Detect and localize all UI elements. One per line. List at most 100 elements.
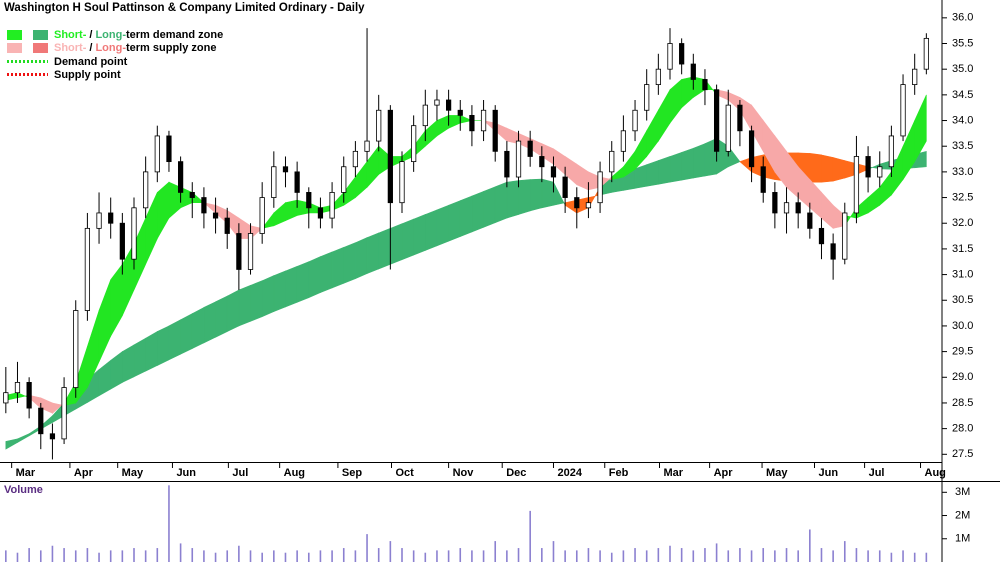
volume-bar: [564, 550, 566, 562]
volume-bar: [669, 545, 671, 562]
candle-body: [830, 243, 836, 260]
zone-segment: [122, 344, 135, 383]
legend-text: Short-: [54, 29, 87, 41]
candle-body: [900, 84, 906, 137]
candle-body: [154, 135, 160, 173]
candle-body: [690, 63, 696, 80]
candle-body: [574, 197, 580, 209]
zone-segment: [483, 186, 496, 228]
candle-body: [760, 166, 766, 193]
candle-body: [166, 135, 172, 163]
zone-segment: [390, 223, 403, 265]
candle-body: [352, 150, 359, 168]
zone-segment: [576, 163, 589, 191]
volume-bar: [354, 550, 357, 562]
y-tick-label: 33.0: [952, 166, 973, 178]
volume-bar: [109, 550, 112, 562]
zone-segment: [646, 109, 659, 158]
candle-body: [807, 212, 813, 229]
legend-text: /: [89, 29, 92, 41]
volume-bar: [843, 541, 846, 562]
volume-bar: [168, 485, 170, 562]
candle-body: [317, 207, 324, 219]
x-tick-label: Dec: [506, 467, 526, 479]
candle-body: [61, 387, 67, 440]
candle-body: [795, 202, 801, 214]
zone-segment: [436, 204, 449, 247]
zone-segment: [413, 214, 426, 256]
zone-segment: [320, 251, 333, 293]
y-tick-label: 34.5: [952, 89, 973, 101]
volume-bar: [902, 550, 904, 562]
volume-bar: [366, 534, 368, 562]
candle-body: [783, 202, 790, 214]
candle-body: [679, 43, 685, 65]
candle-body: [748, 130, 755, 168]
zone-segment: [518, 179, 531, 215]
x-tick-label: Mar: [664, 467, 684, 479]
candle-body: [259, 197, 265, 234]
volume-bar: [144, 550, 147, 562]
volume-tick-label: 3M: [955, 486, 970, 498]
volume-bar: [645, 550, 648, 562]
volume-bar: [506, 550, 508, 562]
volume-bar: [715, 543, 718, 562]
candle-body: [364, 140, 370, 152]
zone-segment: [285, 199, 298, 222]
candle-body: [492, 109, 498, 152]
zone-segment: [343, 242, 356, 284]
y-tick-label: 27.5: [952, 448, 973, 460]
zone-segment: [157, 181, 170, 240]
volume-bar: [727, 550, 730, 562]
zone-segment: [459, 195, 473, 238]
volume-bar: [261, 552, 263, 562]
candle-body: [865, 156, 871, 178]
legend-text: /: [89, 42, 92, 54]
zone-segment: [425, 209, 438, 251]
candle-body: [212, 212, 219, 219]
x-tick-label: Aug: [284, 467, 305, 479]
y-tick-label: 31.0: [952, 268, 973, 280]
zone-segment: [681, 76, 694, 109]
candle-body: [632, 109, 638, 132]
volume-bar: [680, 548, 683, 562]
zone-segment: [98, 359, 111, 397]
candle-body: [842, 212, 848, 260]
candle-body: [306, 192, 312, 209]
volume-bar: [307, 552, 310, 562]
volume-bar: [610, 552, 613, 562]
zone-segment: [541, 178, 554, 209]
legend-swatch: [33, 43, 48, 53]
legend-text: term supply zone: [126, 42, 216, 54]
x-tick-label: Sep: [342, 467, 362, 479]
candle-body: [877, 166, 883, 178]
volume-bar: [342, 548, 345, 562]
zone-segment: [634, 129, 647, 171]
y-tick-label: 32.0: [952, 217, 973, 229]
volume-bar: [820, 548, 823, 562]
zone-segment: [646, 160, 659, 187]
zone-segment: [250, 280, 263, 322]
volume-bar: [809, 529, 811, 562]
zone-segment: [226, 289, 240, 333]
volume-bar: [704, 548, 706, 562]
chart-title: Washington H Soul Pattinson & Company Li…: [4, 2, 365, 14]
x-tick-label: Oct: [396, 467, 415, 479]
volume-bar: [855, 548, 858, 562]
legend-label: Short- / Long-term demand zone: [54, 29, 223, 41]
y-tick-label: 35.0: [952, 63, 973, 75]
y-tick-label: 29.5: [952, 346, 973, 358]
volume-bar: [401, 548, 403, 562]
legend-label: Short- / Long-term supply zone: [54, 42, 216, 54]
zone-segment: [5, 438, 18, 450]
volume-bar: [74, 550, 77, 562]
volume-bar: [750, 550, 753, 562]
candle-body: [737, 104, 743, 132]
zone-segment: [436, 114, 449, 137]
candle-body: [38, 407, 44, 435]
candle-body: [201, 197, 207, 214]
candle-body: [713, 89, 720, 152]
volume-bar: [587, 548, 590, 562]
zone-segment: [366, 232, 379, 274]
zone-segment: [471, 190, 484, 233]
